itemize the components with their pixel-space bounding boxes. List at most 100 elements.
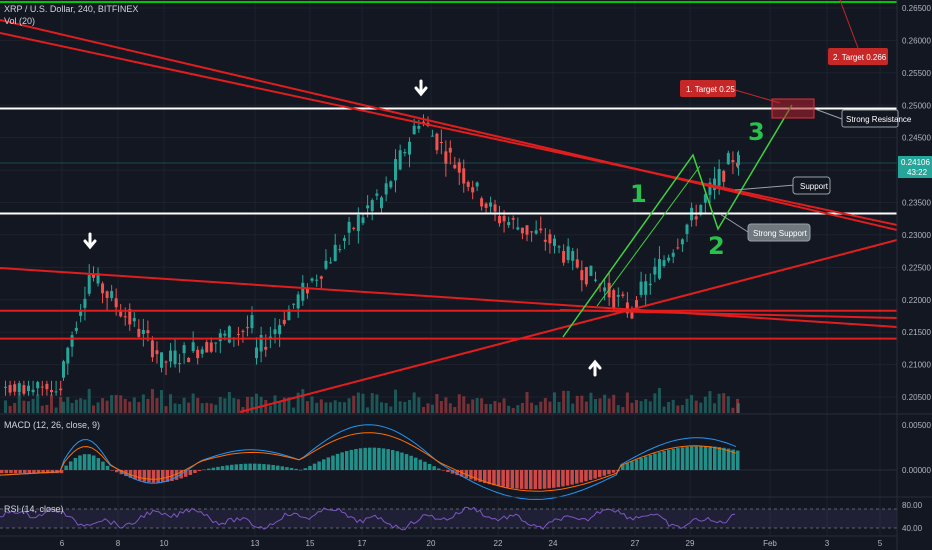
candle-body xyxy=(489,202,493,207)
macd-histogram-bar xyxy=(478,470,482,482)
candle-body xyxy=(662,260,666,266)
support-callout[interactable]: Support xyxy=(734,176,831,195)
macd-histogram-bar xyxy=(492,470,496,486)
volume-bar xyxy=(205,402,209,413)
arrow-down-icon xyxy=(414,79,428,97)
target-1-callout[interactable]: 1. Target 0.25 xyxy=(680,80,781,104)
target-zone[interactable] xyxy=(771,98,815,119)
rsi-label: RSI (14, close) xyxy=(4,504,64,514)
candle-body xyxy=(282,319,286,324)
candle-body xyxy=(534,230,538,234)
time-tick-label: 24 xyxy=(549,539,558,548)
volume-bar xyxy=(594,399,597,413)
candle-body xyxy=(141,330,145,334)
volume-bar xyxy=(342,402,346,413)
candle-body xyxy=(96,273,100,284)
strong-resistance-callout[interactable]: Strong Resistance xyxy=(814,108,912,128)
candle-body xyxy=(146,330,150,334)
candle-body xyxy=(264,346,268,350)
candle-body xyxy=(699,204,703,215)
candle-body xyxy=(329,262,333,264)
candle-body xyxy=(444,151,448,164)
candle-body xyxy=(173,350,177,365)
support-text: Support xyxy=(800,182,829,191)
candle-body xyxy=(635,300,638,311)
macd-histogram-bar xyxy=(358,448,363,470)
volume-bar xyxy=(319,399,323,413)
candle-body xyxy=(625,302,629,314)
volume-bar xyxy=(667,401,671,413)
volume-bar xyxy=(394,389,397,413)
macd-histogram-bar xyxy=(115,470,119,473)
volume-bar xyxy=(644,399,648,413)
macd-histogram-bar xyxy=(690,446,694,470)
volume-bar xyxy=(648,401,652,413)
macd-histogram-bar xyxy=(653,453,657,470)
candle-body xyxy=(726,152,730,165)
volume-bar xyxy=(584,401,588,413)
wave-2-label: 2 xyxy=(708,232,725,260)
volume-bar xyxy=(737,403,740,413)
volume-bar xyxy=(287,397,291,413)
volume-bar xyxy=(62,401,65,413)
wave-drawing xyxy=(562,104,793,338)
candle-body xyxy=(79,311,83,316)
candle-body xyxy=(408,141,411,155)
macd-histogram-bar xyxy=(524,470,528,490)
candle-body xyxy=(616,294,620,297)
candle-body xyxy=(132,318,136,322)
signal-line xyxy=(0,432,737,492)
candle-body xyxy=(502,216,506,222)
volume-bar xyxy=(408,399,411,413)
volume-bar xyxy=(232,398,236,413)
target-2-callout[interactable]: 2. Target 0.266 xyxy=(828,0,888,65)
candles xyxy=(4,114,740,396)
volume-bar xyxy=(278,401,282,413)
candle-body xyxy=(435,133,439,151)
macd-histogram-bar xyxy=(96,458,101,470)
macd-histogram-bar xyxy=(441,470,446,471)
macd-histogram-bar xyxy=(280,466,285,470)
volume-bar xyxy=(448,403,452,413)
volume-bar xyxy=(324,402,328,413)
candle-body xyxy=(164,361,168,363)
volume-bar xyxy=(507,405,511,413)
volume-bar xyxy=(412,392,416,413)
volume-bar xyxy=(575,395,579,413)
candle-body xyxy=(403,152,407,154)
volume-bar xyxy=(671,399,675,413)
macd-histogram-bar xyxy=(634,459,639,470)
candle-body xyxy=(584,267,588,285)
candle-body xyxy=(703,194,707,203)
price-tick-label: 0.20500 xyxy=(902,393,931,402)
macd-histogram-bar xyxy=(331,455,335,470)
volume-bar xyxy=(105,400,109,413)
volume-bar xyxy=(557,401,561,413)
volume-bar xyxy=(209,403,213,413)
volume-bar xyxy=(218,396,222,413)
macd-histogram-bar xyxy=(722,447,726,470)
volume-bar xyxy=(589,392,593,413)
macd-histogram-bar xyxy=(312,463,317,470)
candle-body xyxy=(315,279,319,281)
volume-bar xyxy=(347,398,351,413)
candle-body xyxy=(119,309,123,317)
macd-histogram-bar xyxy=(243,463,248,470)
volume-bar xyxy=(662,406,666,413)
macd-histogram-bar xyxy=(142,470,147,482)
price-axis[interactable]: 0.265000.260000.255000.250000.245000.240… xyxy=(902,4,931,402)
strong-resistance-text: Strong Resistance xyxy=(846,115,912,124)
volume-bar xyxy=(370,393,374,413)
time-axis[interactable]: 6 8 10 13 15 17 20 22 24 27 29 Feb 3 5 xyxy=(60,539,883,548)
volume-bar xyxy=(548,401,552,413)
price-tick-label: 0.26500 xyxy=(902,4,931,13)
strong-support-callout[interactable]: Strong Support xyxy=(719,213,811,242)
rsi-line xyxy=(0,506,736,531)
macd-histogram-bar xyxy=(400,452,404,470)
volume-bar xyxy=(128,401,132,413)
volume-bar xyxy=(457,394,461,413)
macd-histogram-bar xyxy=(657,452,662,470)
volume-bar xyxy=(462,396,466,413)
macd-histogram-bar xyxy=(27,470,32,474)
macd-histogram-bar xyxy=(685,446,689,470)
